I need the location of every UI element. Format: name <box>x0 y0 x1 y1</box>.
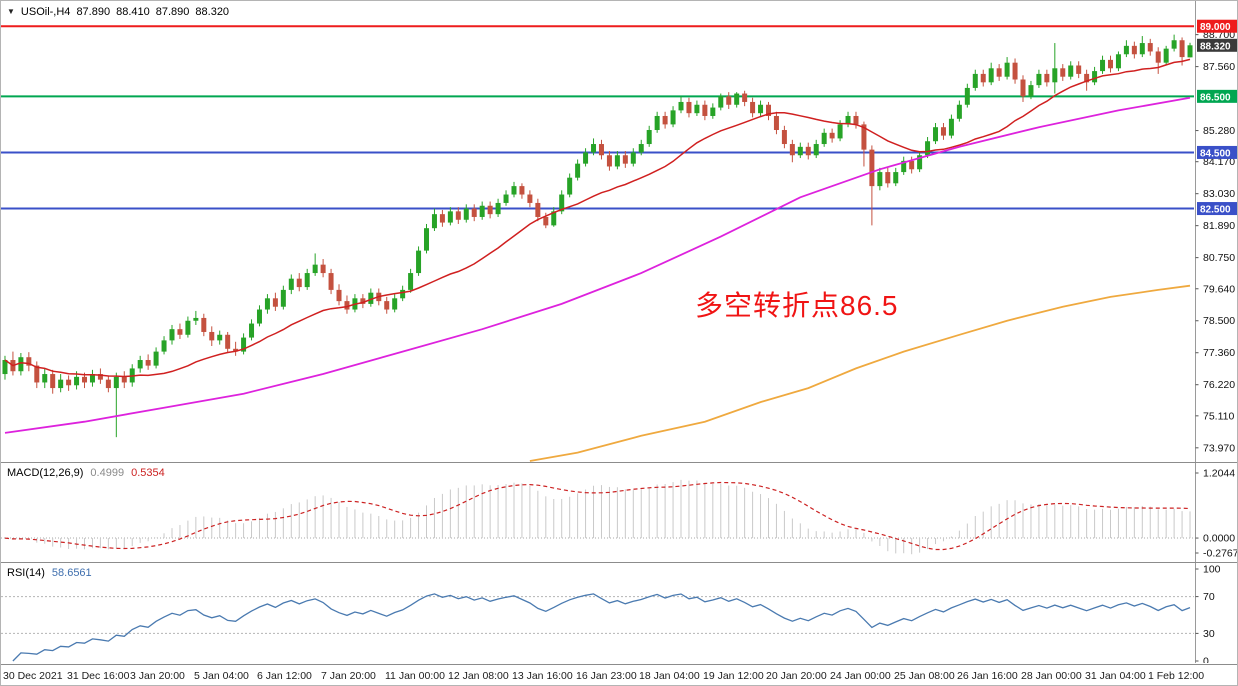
svg-text:83.030: 83.030 <box>1203 188 1235 200</box>
rsi-line <box>12 593 1191 662</box>
svg-text:77.360: 77.360 <box>1203 347 1235 359</box>
svg-text:88.320: 88.320 <box>1200 41 1231 52</box>
candles <box>2 34 1193 438</box>
svg-text:75.110: 75.110 <box>1203 410 1234 422</box>
symbol-dropdown-icon[interactable]: ▼ <box>7 7 15 16</box>
panel-separator-macd[interactable] <box>1 462 1237 463</box>
svg-text:81.890: 81.890 <box>1203 220 1235 232</box>
ohlc-low: 87.890 <box>155 6 190 18</box>
macd-name: MACD(12,26,9) <box>7 467 84 479</box>
svg-text:84.500: 84.500 <box>1200 148 1231 159</box>
chart-annotation-text: 多空转折点86.5 <box>695 290 899 321</box>
ohlc-high: 88.410 <box>116 6 150 18</box>
time-label: 16 Jan 23:00 <box>576 670 637 682</box>
svg-text:100: 100 <box>1203 564 1221 576</box>
time-label: 7 Jan 20:00 <box>321 670 376 682</box>
macd-panel[interactable]: 1.2044 0.0000 -0.2767 <box>1 463 1238 563</box>
rsi-indicator-label: RSI(14) 58.6561 <box>7 567 92 579</box>
panel-separator-timeaxis <box>1 664 1237 665</box>
svg-text:78.500: 78.500 <box>1203 315 1235 327</box>
ma-mid-line <box>4 96 1191 434</box>
time-label: 28 Jan 00:00 <box>1021 670 1082 682</box>
time-label: 31 Dec 16:00 <box>67 670 130 682</box>
symbol-timeframe-label: USOil-,H4 <box>20 6 71 18</box>
price-chart[interactable]: 88.70087.56085.28084.17083.03081.89080.7… <box>1 1 1238 463</box>
horizontal-lines <box>1 25 1194 210</box>
svg-text:82.500: 82.500 <box>1200 205 1231 216</box>
time-label: 24 Jan 00:00 <box>830 670 891 682</box>
time-label: 6 Jan 12:00 <box>257 670 312 682</box>
svg-text:0: 0 <box>1203 656 1209 664</box>
macd-histogram <box>12 479 1191 555</box>
time-label: 20 Jan 20:00 <box>766 670 827 682</box>
time-label: 25 Jan 08:00 <box>894 670 955 682</box>
time-label: 13 Jan 16:00 <box>512 670 573 682</box>
rsi-value: 58.6561 <box>51 567 92 579</box>
time-label: 3 Jan 20:00 <box>130 670 185 682</box>
time-label: 18 Jan 04:00 <box>639 670 700 682</box>
time-axis: 30 Dec 2021 31 Dec 16:00 3 Jan 20:00 5 Jan … <box>1 665 1237 685</box>
time-label: 30 Dec 2021 <box>3 670 63 682</box>
rsi-panel[interactable]: 100 70 30 0 <box>1 563 1238 663</box>
rsi-name: RSI(14) <box>7 567 45 579</box>
ma-slow-line <box>529 284 1191 462</box>
svg-text:87.560: 87.560 <box>1203 61 1235 73</box>
svg-text:79.640: 79.640 <box>1203 283 1235 295</box>
svg-text:-0.2767: -0.2767 <box>1203 548 1238 560</box>
ma-fast-line <box>4 58 1191 378</box>
svg-text:80.750: 80.750 <box>1203 252 1235 264</box>
macd-signal-value: 0.5354 <box>131 467 165 479</box>
time-label: 31 Jan 04:00 <box>1085 670 1146 682</box>
svg-text:70: 70 <box>1203 591 1215 603</box>
svg-text:85.280: 85.280 <box>1203 125 1235 137</box>
svg-text:73.970: 73.970 <box>1203 442 1235 454</box>
svg-text:86.500: 86.500 <box>1200 92 1231 103</box>
time-label: 26 Jan 16:00 <box>957 670 1018 682</box>
svg-text:0.0000: 0.0000 <box>1203 533 1235 545</box>
macd-main-value: 0.4999 <box>90 467 125 479</box>
time-label: 11 Jan 00:00 <box>385 670 445 682</box>
ohlc-close: 88.320 <box>195 6 230 18</box>
time-label: 5 Jan 04:00 <box>194 670 249 682</box>
svg-text:76.220: 76.220 <box>1203 379 1235 391</box>
time-label: 12 Jan 08:00 <box>448 670 509 682</box>
svg-text:84.170: 84.170 <box>1203 156 1235 168</box>
svg-text:1.2044: 1.2044 <box>1203 468 1235 480</box>
macd-indicator-label: MACD(12,26,9) 0.4999 0.5354 <box>7 467 165 479</box>
panel-separator-rsi[interactable] <box>1 562 1237 563</box>
svg-text:30: 30 <box>1203 628 1215 640</box>
time-label: 1 Feb 12:00 <box>1148 670 1205 682</box>
macd-signal-line <box>4 481 1191 551</box>
chart-ohlc-header: ▼ USOil-,H4 87.890 88.410 87.890 88.320 <box>7 6 229 18</box>
ohlc-open: 87.890 <box>76 6 111 18</box>
svg-text:89.000: 89.000 <box>1200 22 1231 33</box>
time-label: 19 Jan 12:00 <box>703 670 764 682</box>
